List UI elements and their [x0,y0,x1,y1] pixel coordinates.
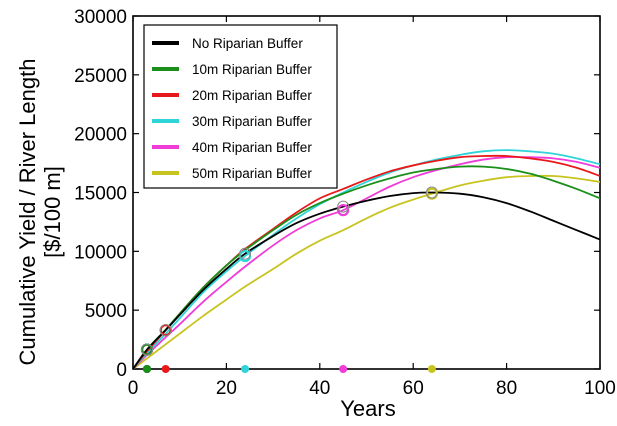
x-tick-label: 20 [216,378,237,399]
legend-label-3: 30m Riparian Buffer [192,114,312,129]
x-tick-label: 100 [584,378,616,399]
y-tick-label: 25000 [74,66,127,87]
legend-label-0: No Riparian Buffer [192,36,303,51]
x-axis-dot-4 [339,365,348,373]
series-line-3 [133,149,600,369]
black-curve-marker [337,200,350,213]
black-curve-marker [425,186,438,199]
x-axis-dot-5 [427,365,436,373]
series-line-5 [133,174,600,369]
y-axis-title-line2: [$/100 m] [40,166,65,258]
legend-label-1: 10m Riparian Buffer [192,62,312,77]
legend: No Riparian Buffer 10m Riparian Buffer 20m… [143,24,338,189]
x-tick-label: 0 [128,378,139,399]
series-marker-circle-2 [159,324,172,337]
black-curve-marker [239,247,252,260]
black-curve-marker [159,324,172,337]
y-tick-label: 5000 [85,301,127,322]
series-marker-circle-1 [140,343,154,356]
x-axis-dot-2 [161,365,170,373]
y-tick-label: 20000 [74,125,127,146]
legend-label-5: 50m Riparian Buffer [192,166,312,181]
x-axis-dot-3 [241,365,250,373]
series-line-1 [133,165,600,369]
series-line-4 [133,156,600,369]
series-marker-circle-4 [337,204,350,217]
y-tick-label: 15000 [74,184,127,205]
x-axis-title: Years [340,396,395,421]
legend-label-2: 20m Riparian Buffer [192,88,312,103]
series-group [133,149,600,369]
legend-label-4: 40m Riparian Buffer [192,140,312,155]
x-tick-label: 40 [309,378,330,399]
x-tick-label: 60 [403,378,424,399]
y-axis-title-line1: Cumulative Yield / River Length [15,59,40,366]
legend-box [143,24,338,189]
y-tick-label: 10000 [74,242,127,263]
x-axis-dot-1 [143,365,152,373]
x-tick-label: 80 [496,378,517,399]
series-line-0 [133,191,600,369]
black-curve-marker [141,343,154,356]
y-tick-label: 0 [116,360,127,381]
y-tick-label: 30000 [74,7,127,28]
